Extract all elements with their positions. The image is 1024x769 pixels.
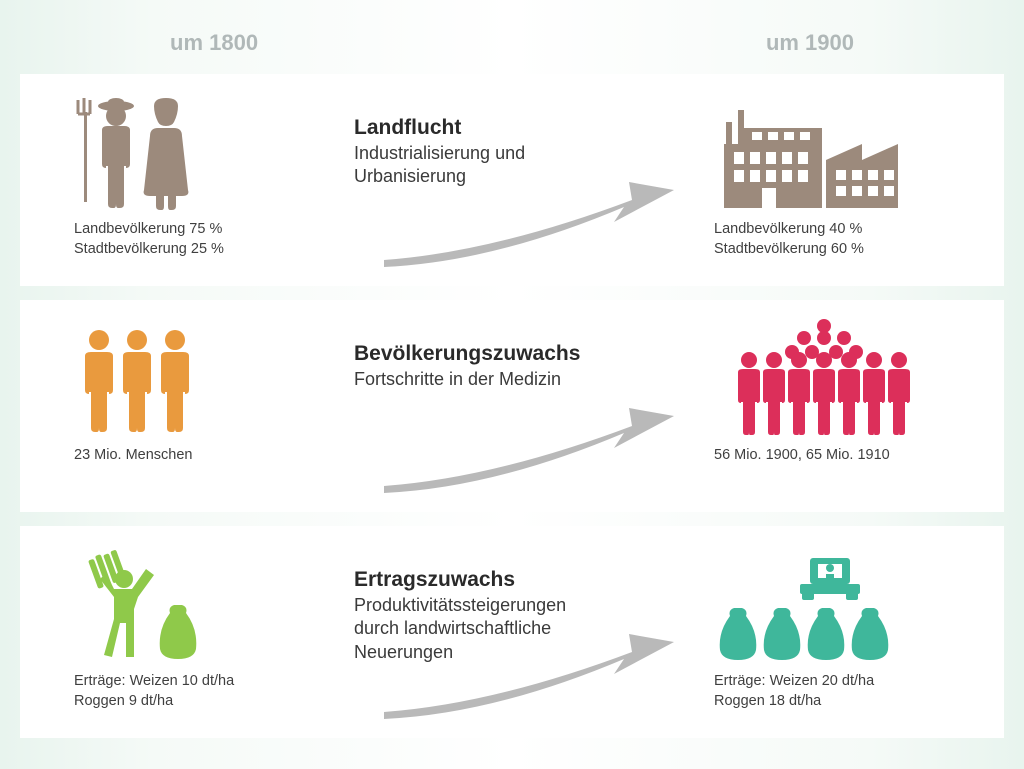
- caption-left-line2: Stadtbevölkerung 25 %: [74, 240, 354, 260]
- arrow-icon: [374, 408, 694, 498]
- caption-left-line1: Erträge: Weizen 10 dt/ha: [74, 672, 354, 692]
- panel-bevoelkerung: 23 Mio. Menschen Bevölkerungszuwachs For…: [20, 300, 1004, 512]
- header-row: um 1800 um 1900: [0, 0, 1024, 74]
- panel-title: Bevölkerungszuwachs: [354, 342, 684, 366]
- panel-title: Landflucht: [354, 116, 684, 140]
- caption-right-line1: Landbevölkerung 40 %: [714, 220, 964, 240]
- worker-sack-icon: [74, 544, 354, 664]
- caption-left-line2: Roggen 9 dt/ha: [74, 692, 354, 712]
- factory-icon: [714, 92, 964, 212]
- three-people-icon: [74, 318, 354, 438]
- caption-right-line2: Stadtbevölkerung 60 %: [714, 240, 964, 260]
- panel-title: Ertragszuwachs: [354, 568, 684, 592]
- arrow-icon: [374, 634, 694, 724]
- caption-left-line1: Landbevölkerung 75 %: [74, 220, 354, 240]
- era-label-1800: um 1800: [170, 30, 258, 56]
- panel-subtitle: Fortschritte in der Medizin: [354, 368, 614, 391]
- panel-ertrag: Erträge: Weizen 10 dt/ha Roggen 9 dt/ha …: [20, 526, 1004, 738]
- caption-left-line1: 23 Mio. Menschen: [74, 446, 354, 466]
- caption-right-line1: 56 Mio. 1900, 65 Mio. 1910: [714, 446, 964, 466]
- farmers-icon: [74, 92, 354, 212]
- caption-right-line1: Erträge: Weizen 20 dt/ha: [714, 672, 964, 692]
- crowd-icon: [714, 318, 964, 438]
- infographic-container: um 1800 um 1900: [0, 0, 1024, 769]
- tractor-sacks-icon: [714, 544, 964, 664]
- panel-landflucht: Landbevölkerung 75 % Stadtbevölkerung 25…: [20, 74, 1004, 286]
- caption-right-line2: Roggen 18 dt/ha: [714, 692, 964, 712]
- era-label-1900: um 1900: [766, 30, 854, 56]
- arrow-icon: [374, 182, 694, 272]
